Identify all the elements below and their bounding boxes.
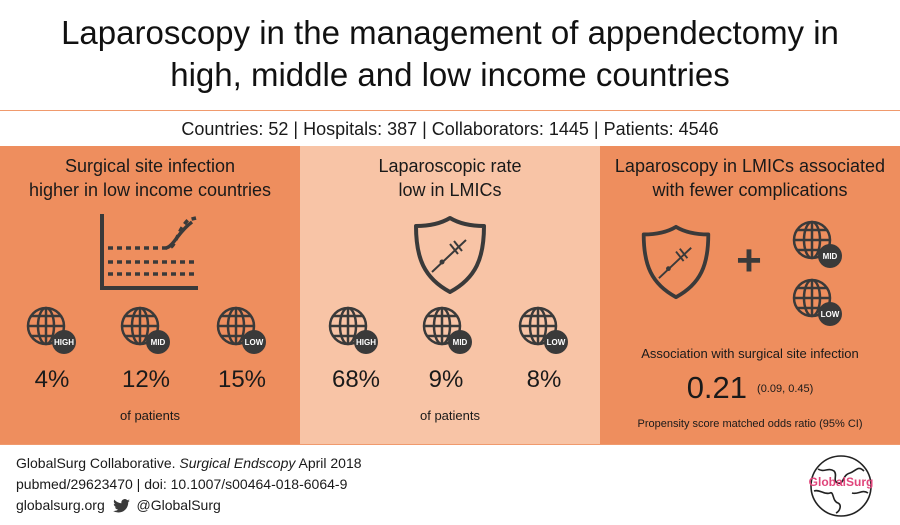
svg-text:MID: MID [453, 338, 468, 347]
globe-mid-icon: MID [790, 218, 844, 270]
globalsurg-logo-text: GlobalSurg [808, 475, 874, 489]
association-label: Association with surgical site infection [641, 346, 859, 361]
panel-title-line-1: Surgical site infection [64, 156, 236, 176]
globe-high-icon: HIGH [24, 304, 78, 356]
citation-line: GlobalSurg Collaborative. Surgical Endsc… [16, 455, 362, 471]
stats-bar: Countries: 52 | Hospitals: 387 | Collabo… [0, 110, 900, 146]
odds-ratio-note: Propensity score matched odds ratio (95%… [637, 418, 863, 430]
header: Laparoscopy in the management of appende… [0, 0, 900, 110]
line-chart-icon [100, 214, 198, 290]
svg-text:LOW: LOW [547, 338, 566, 347]
panel-title-line-1: Laparoscopy in LMICs associated [614, 156, 886, 176]
title-line-1: Laparoscopy in the management of appende… [61, 14, 839, 51]
footer: GlobalSurg Collaborative. Surgical Endsc… [0, 444, 900, 525]
laparoscopy-shield-icon [414, 216, 486, 294]
odds-ratio-value: 0.21 [686, 370, 748, 405]
globe-mid-icon: MID [118, 304, 172, 356]
panel-title-line-2: with fewer complications [652, 180, 848, 200]
laparoscopy-shield-icon [641, 224, 711, 300]
social-line: globalsurg.org @GlobalSurg [16, 497, 221, 513]
lap-mid-value: 9% [428, 366, 464, 393]
panel-surgical-site-infection: Surgical site infection higher in low in… [0, 146, 300, 444]
website-link[interactable]: globalsurg.org [16, 497, 105, 513]
odds-ratio-ci: (0.09, 0.45) [757, 383, 814, 395]
ssi-low-value: 15% [217, 366, 267, 393]
svg-text:LOW: LOW [821, 310, 840, 319]
svg-text:HIGH: HIGH [54, 338, 74, 347]
panel-title-line-1: Laparoscopic rate [378, 156, 522, 176]
twitter-handle-link[interactable]: @GlobalSurg [136, 497, 221, 513]
svg-text:MID: MID [151, 338, 166, 347]
of-patients-label: of patients [420, 408, 480, 423]
panel-title-line-2: higher in low income countries [28, 180, 272, 200]
panel-title: Laparoscopic rate low in LMICs [300, 154, 600, 202]
ssi-mid-value: 12% [121, 366, 171, 393]
globe-low-icon: LOW [516, 304, 570, 356]
lap-high-value: 68% [331, 366, 381, 393]
plus-sign: + [736, 236, 762, 285]
panel-title: Surgical site infection higher in low in… [0, 154, 300, 202]
panel-title-line-2: low in LMICs [398, 180, 502, 200]
panel-title: Laparoscopy in LMICs associated with few… [600, 154, 900, 202]
page-title: Laparoscopy in the management of appende… [0, 12, 900, 96]
panel-laparoscopic-rate: Laparoscopic rate low in LMICs HIGH MID … [300, 146, 600, 444]
citation-journal: Surgical Endscopy [179, 455, 296, 471]
doi-line[interactable]: pubmed/29623470 | doi: 10.1007/s00464-01… [16, 476, 348, 492]
svg-text:HIGH: HIGH [356, 338, 376, 347]
globe-low-icon: LOW [214, 304, 268, 356]
globalsurg-globe-logo-icon [810, 455, 872, 517]
svg-text:MID: MID [823, 252, 838, 261]
odds-ratio: 0.21 (0.09, 0.45) [600, 368, 900, 408]
svg-text:LOW: LOW [245, 338, 264, 347]
globe-low-icon: LOW [790, 276, 844, 328]
ssi-high-value: 4% [34, 366, 70, 393]
globe-mid-icon: MID [420, 304, 474, 356]
globe-high-icon: HIGH [326, 304, 380, 356]
citation-date: April 2018 [298, 455, 362, 471]
panel-lmic-complications: Laparoscopy in LMICs associated with few… [600, 146, 900, 444]
lap-low-value: 8% [526, 366, 562, 393]
citation-authors: GlobalSurg Collaborative. [16, 455, 176, 471]
twitter-bird-icon [112, 499, 130, 513]
title-line-2: high, middle and low income countries [170, 56, 730, 93]
of-patients-label: of patients [120, 408, 180, 423]
